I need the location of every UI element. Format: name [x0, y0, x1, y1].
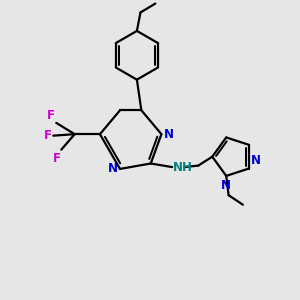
- Text: F: F: [44, 129, 52, 142]
- Text: N: N: [250, 154, 261, 167]
- Text: F: F: [47, 109, 55, 122]
- Text: NH: NH: [173, 161, 193, 174]
- Text: N: N: [108, 162, 118, 176]
- Text: N: N: [164, 128, 174, 141]
- Text: N: N: [220, 179, 231, 192]
- Text: F: F: [53, 152, 61, 165]
